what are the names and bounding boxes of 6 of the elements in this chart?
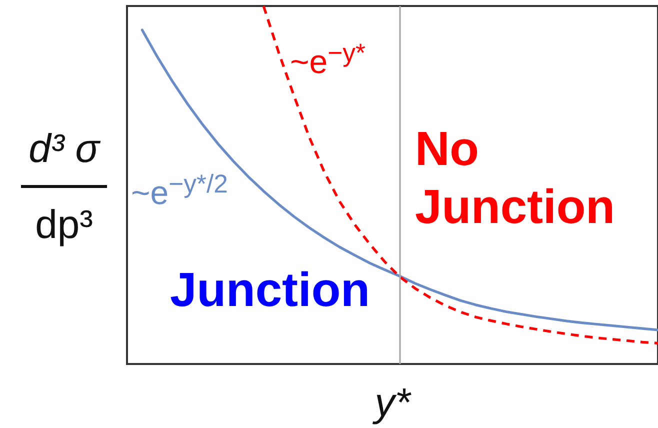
x-axis-title: y*	[372, 381, 412, 425]
series-label: ~e$^{−y*/2}$	[131, 170, 228, 213]
series-label: ~e$^{−y*}$	[290, 39, 366, 82]
annotation: No Junction	[415, 122, 616, 236]
y-axis-title: d³ σ dp³	[28, 126, 102, 248]
annotation: Junction	[170, 263, 371, 319]
